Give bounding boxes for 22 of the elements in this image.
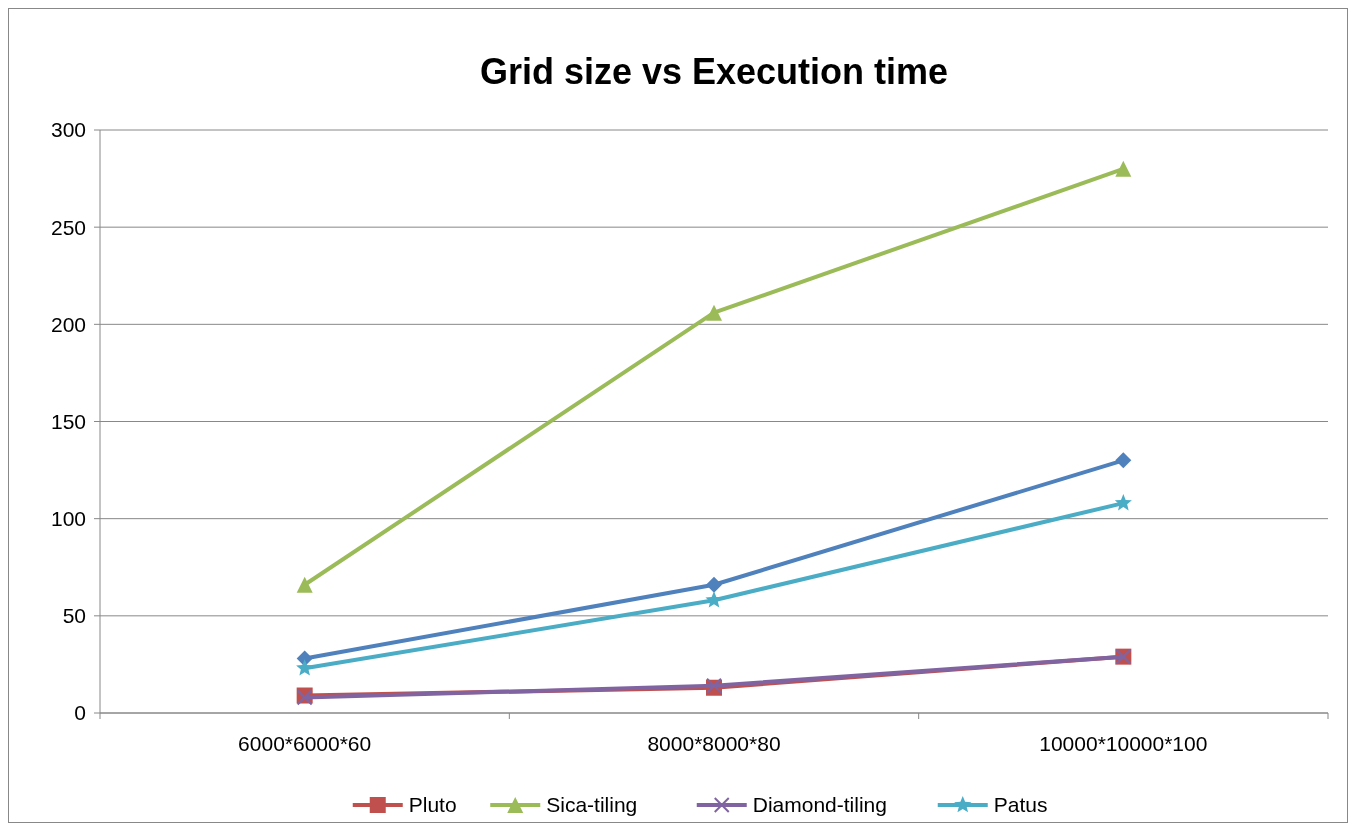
point bbox=[1115, 452, 1132, 469]
point bbox=[1114, 494, 1132, 511]
y-tick-label: 250 bbox=[50, 215, 86, 239]
chart-title: Grid size vs Execution time bbox=[479, 51, 949, 92]
y-tick-label: 100 bbox=[50, 507, 86, 531]
point bbox=[296, 576, 313, 593]
x-tick-label: 10000*10000*100 bbox=[1039, 732, 1208, 755]
y-tick-label: 0 bbox=[74, 701, 86, 725]
x-tick-label: 8000*8000*80 bbox=[647, 732, 781, 755]
point bbox=[296, 659, 314, 676]
legend-label: Pluto bbox=[408, 793, 457, 817]
y-tick-label: 50 bbox=[62, 604, 86, 628]
y-tick-label: 300 bbox=[50, 118, 86, 142]
y-tick-label: 200 bbox=[50, 312, 86, 336]
point bbox=[706, 576, 722, 593]
point bbox=[1115, 160, 1132, 177]
legend-label: Sica-tiling bbox=[546, 793, 638, 817]
legend-label: Diamond-tiling bbox=[752, 793, 887, 817]
x-tick-label: 6000*6000*60 bbox=[238, 732, 372, 755]
point bbox=[706, 304, 722, 321]
y-tick-label: 150 bbox=[50, 409, 86, 433]
legend-label: Patus bbox=[993, 793, 1048, 817]
